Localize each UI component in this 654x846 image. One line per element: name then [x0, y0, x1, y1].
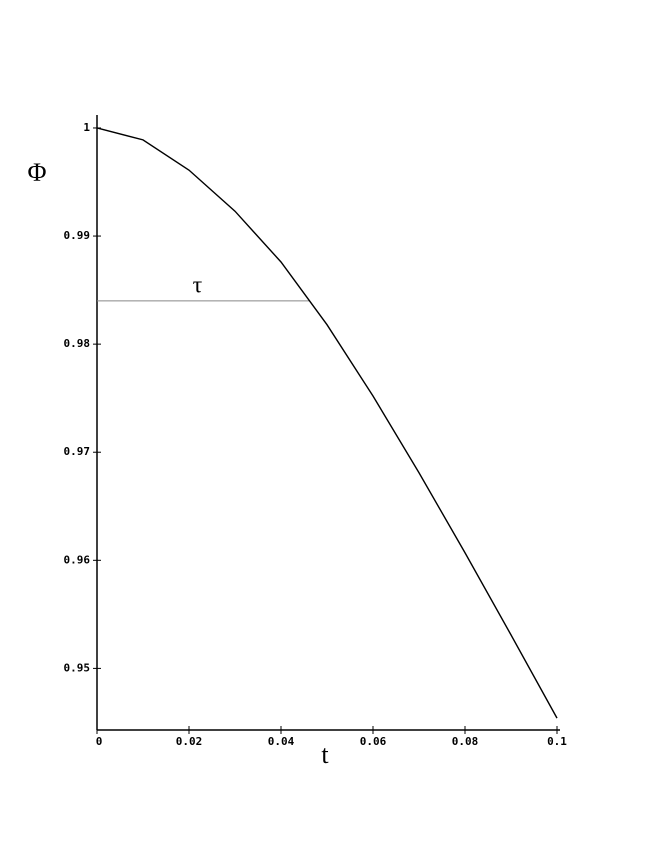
x-tick-label: 0.02 [176, 735, 203, 748]
x-tick-label: 0 [96, 735, 103, 748]
x-axis-label: t [321, 740, 329, 769]
data-line [96, 127, 558, 719]
x-tick-label: 0.1 [547, 735, 567, 748]
y-tick-label: 1 [83, 121, 90, 134]
x-tick-label: 0.06 [360, 735, 387, 748]
y-tick-label: 0.97 [64, 445, 91, 458]
y-tick-label: 0.96 [64, 553, 91, 566]
y-axis-label: Φ [27, 158, 46, 187]
x-tick-label: 0.08 [452, 735, 479, 748]
x-tick-label: 0.04 [268, 735, 295, 748]
y-tick-label: 0.98 [64, 337, 91, 350]
y-tick-label: 0.99 [64, 229, 91, 242]
y-tick-label: 0.95 [64, 661, 91, 674]
reference-label: τ [193, 272, 203, 298]
